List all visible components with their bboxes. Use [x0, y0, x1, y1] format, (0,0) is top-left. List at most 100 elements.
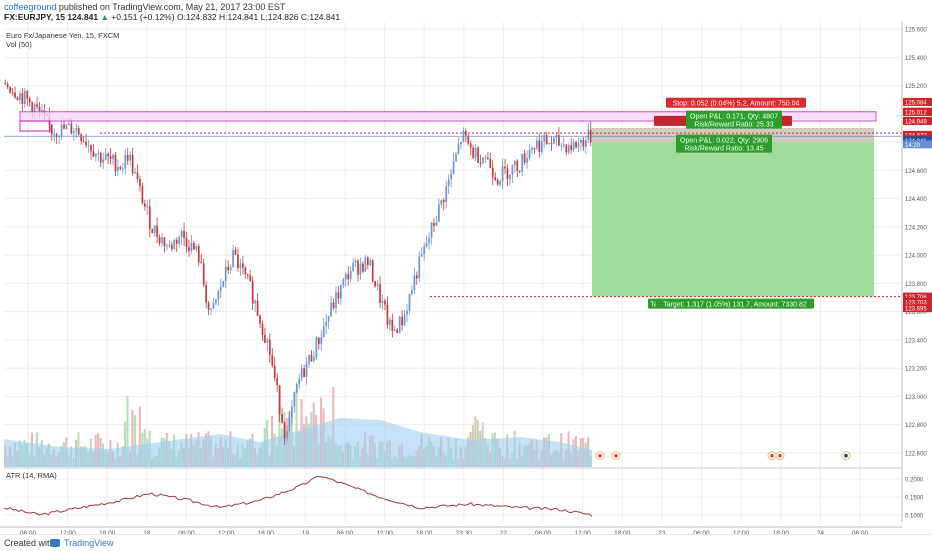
- candle-body: [567, 145, 570, 153]
- candle-body: [124, 155, 127, 169]
- short-pnl-label-text: Risk/Reward Ratio: 25.33: [694, 122, 773, 129]
- candle-body: [479, 162, 482, 164]
- candle-body: [445, 186, 448, 203]
- candle-body: [55, 134, 58, 138]
- candle-body: [112, 154, 114, 159]
- candle-body: [455, 153, 457, 162]
- time-tick-label: 12:00: [733, 530, 750, 534]
- candle-body: [366, 257, 369, 266]
- price-badge: [903, 117, 932, 126]
- price-tick-label: 125.200: [905, 84, 927, 90]
- candle-body: [224, 266, 227, 282]
- candle-body: [322, 326, 325, 337]
- candle-body: [484, 157, 487, 159]
- volume-bar: [133, 415, 136, 467]
- candle-body: [219, 286, 222, 291]
- candle-body: [193, 242, 195, 250]
- time-tick-label: 24: [817, 530, 825, 534]
- candle-body: [53, 134, 56, 136]
- candle-body: [129, 154, 132, 161]
- candle-body: [354, 260, 357, 263]
- candle-body: [16, 97, 19, 101]
- candle-body: [359, 263, 362, 275]
- candle-body: [423, 246, 426, 254]
- candle-body: [545, 135, 548, 144]
- candle-body: [305, 363, 308, 377]
- volume-legend[interactable]: Vol (50): [6, 40, 32, 49]
- price-badge: [903, 292, 932, 301]
- publisher-user[interactable]: coffeeground: [4, 2, 57, 12]
- candle-body: [553, 137, 555, 144]
- event-marker-dot: [614, 453, 618, 458]
- chart-area[interactable]: Stop: 0.052 (0.04%) 5.2, Amount: 750.04S…: [0, 22, 932, 537]
- candle-body: [425, 243, 428, 247]
- candle-body: [26, 91, 29, 99]
- time-tick-label: 19: [302, 530, 310, 534]
- candle-body: [114, 154, 117, 172]
- ohlc-line: FX:EURJPY, 15 124.841 ▲ +0.151 (+0.12%) …: [4, 12, 340, 22]
- candle-body: [291, 406, 293, 418]
- time-tick-label: 12:00: [376, 530, 393, 534]
- candle-body: [254, 300, 256, 304]
- symbol-label[interactable]: FX:EURJPY, 15: [4, 12, 65, 22]
- candle-body: [364, 257, 367, 272]
- candle-body: [391, 319, 394, 332]
- candle-body: [207, 302, 210, 310]
- price-tick-label: 122.800: [905, 423, 927, 429]
- candle-body: [352, 262, 354, 271]
- price-tick-label: 123.600: [905, 310, 927, 316]
- up-arrow-icon: ▲: [100, 12, 109, 22]
- candle-body: [273, 365, 276, 378]
- candle-body: [447, 179, 450, 187]
- time-tick-label: 22: [500, 530, 508, 534]
- candle-body: [14, 92, 16, 98]
- candle-body: [168, 244, 171, 246]
- price-chart-svg[interactable]: Stop: 0.052 (0.04%) 5.2, Amount: 750.04S…: [0, 22, 932, 534]
- candle-body: [415, 275, 418, 279]
- candle-body: [580, 139, 582, 144]
- close-label: C:: [300, 12, 310, 22]
- candle-body: [205, 284, 207, 303]
- candle-body: [587, 129, 590, 141]
- candle-body: [259, 315, 261, 324]
- close-value: 124.841: [309, 12, 341, 22]
- tradingview-brand[interactable]: TradingView: [64, 538, 114, 548]
- candle-body: [121, 168, 124, 170]
- candle-body: [6, 83, 9, 88]
- candle-body: [489, 158, 492, 168]
- atr-legend[interactable]: ATR (14, RMA): [6, 471, 57, 480]
- candle-body: [420, 253, 423, 257]
- candle-body: [200, 261, 203, 264]
- time-tick-label: 18:00: [416, 530, 433, 534]
- candle-body: [313, 357, 315, 361]
- candle-body: [504, 166, 506, 169]
- candle-body: [117, 166, 119, 172]
- candle-body: [175, 239, 178, 244]
- candle-body: [435, 221, 438, 226]
- candle-body: [82, 141, 85, 143]
- candle-body: [244, 267, 247, 275]
- price-badge-text: 14:20: [905, 143, 921, 149]
- candle-body: [320, 336, 323, 345]
- candle-body: [327, 316, 330, 322]
- candle-body: [242, 263, 244, 268]
- price-tick-label: 125.600: [905, 28, 927, 34]
- candle-body: [560, 145, 563, 147]
- candle-body: [482, 157, 484, 163]
- volume-bar: [124, 421, 127, 467]
- candle-body: [531, 147, 533, 151]
- candle-body: [487, 157, 489, 159]
- candle-body: [251, 281, 254, 304]
- candle-body: [310, 354, 313, 361]
- candle-body: [543, 135, 546, 142]
- series-legend[interactable]: Euro Fx/Japanese Yen, 15, FXCM: [6, 31, 120, 40]
- time-tick-label: 06:00: [693, 530, 710, 534]
- publisher-line: coffeeground published on TradingView.co…: [4, 2, 285, 12]
- candle-body: [180, 230, 183, 237]
- candle-body: [41, 110, 43, 112]
- candle-body: [393, 329, 396, 332]
- candle-body: [283, 422, 286, 439]
- candle-body: [70, 123, 73, 134]
- price-badge: [903, 97, 932, 106]
- candle-body: [342, 279, 345, 286]
